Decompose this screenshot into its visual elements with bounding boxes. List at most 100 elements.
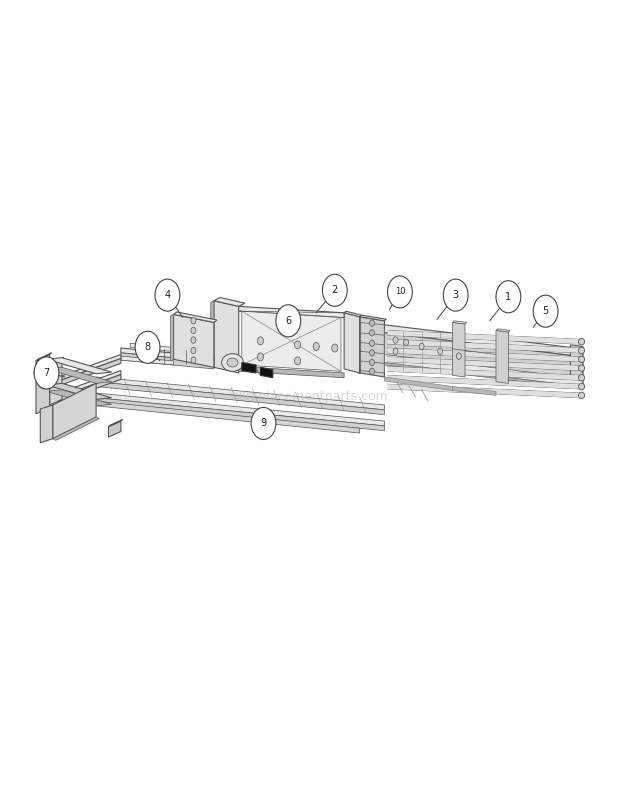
Text: 5: 5 xyxy=(542,306,549,316)
Polygon shape xyxy=(59,375,121,402)
Polygon shape xyxy=(50,358,64,365)
Polygon shape xyxy=(214,298,245,306)
Circle shape xyxy=(322,274,347,306)
Polygon shape xyxy=(344,313,360,373)
Polygon shape xyxy=(242,311,341,371)
Circle shape xyxy=(370,368,374,375)
Polygon shape xyxy=(260,367,273,378)
Polygon shape xyxy=(388,348,580,362)
Polygon shape xyxy=(96,401,360,433)
Circle shape xyxy=(37,369,43,377)
Polygon shape xyxy=(96,398,384,431)
Text: 3: 3 xyxy=(453,290,459,300)
Polygon shape xyxy=(453,321,467,324)
Polygon shape xyxy=(46,367,112,383)
Circle shape xyxy=(496,281,521,313)
Polygon shape xyxy=(496,329,510,332)
Polygon shape xyxy=(239,306,344,318)
Ellipse shape xyxy=(578,383,585,390)
Polygon shape xyxy=(121,353,214,369)
Circle shape xyxy=(533,295,558,327)
Circle shape xyxy=(456,353,461,359)
Circle shape xyxy=(191,347,196,354)
Ellipse shape xyxy=(227,358,238,367)
Polygon shape xyxy=(46,358,112,374)
Polygon shape xyxy=(53,417,99,440)
Polygon shape xyxy=(384,354,583,387)
Circle shape xyxy=(191,357,196,363)
Ellipse shape xyxy=(578,392,585,399)
Text: allreplacementparts.com: allreplacementparts.com xyxy=(232,391,388,403)
Polygon shape xyxy=(121,348,214,362)
Circle shape xyxy=(135,331,160,363)
Polygon shape xyxy=(496,330,508,383)
Polygon shape xyxy=(242,363,256,373)
Ellipse shape xyxy=(578,375,585,381)
Polygon shape xyxy=(344,311,361,317)
Polygon shape xyxy=(59,358,121,386)
Polygon shape xyxy=(388,384,580,398)
Circle shape xyxy=(370,340,374,346)
Polygon shape xyxy=(570,345,583,385)
Polygon shape xyxy=(360,315,386,321)
Circle shape xyxy=(370,350,374,356)
Circle shape xyxy=(251,407,276,439)
Circle shape xyxy=(34,365,46,381)
Ellipse shape xyxy=(222,354,243,371)
Circle shape xyxy=(393,348,398,354)
Circle shape xyxy=(443,279,468,311)
Circle shape xyxy=(276,305,301,337)
Polygon shape xyxy=(59,371,121,397)
Text: 6: 6 xyxy=(285,316,291,326)
Polygon shape xyxy=(121,356,174,365)
Polygon shape xyxy=(384,377,453,391)
Text: 8: 8 xyxy=(144,342,151,352)
Polygon shape xyxy=(453,322,465,377)
Circle shape xyxy=(332,344,338,352)
Polygon shape xyxy=(50,359,62,405)
Text: 4: 4 xyxy=(164,290,171,300)
Circle shape xyxy=(294,357,301,365)
Circle shape xyxy=(257,353,264,361)
Ellipse shape xyxy=(578,365,585,371)
Polygon shape xyxy=(96,382,384,415)
Circle shape xyxy=(438,348,443,354)
Text: 10: 10 xyxy=(395,287,405,297)
Circle shape xyxy=(294,341,301,349)
Polygon shape xyxy=(388,375,580,389)
Circle shape xyxy=(370,320,374,326)
Polygon shape xyxy=(388,367,580,380)
Polygon shape xyxy=(388,330,580,344)
Ellipse shape xyxy=(578,338,585,345)
Ellipse shape xyxy=(578,356,585,363)
Circle shape xyxy=(313,342,319,350)
Circle shape xyxy=(257,337,264,345)
Circle shape xyxy=(191,337,196,343)
Polygon shape xyxy=(384,333,583,385)
Polygon shape xyxy=(174,314,214,367)
Polygon shape xyxy=(40,405,53,443)
Ellipse shape xyxy=(39,381,48,389)
Text: 7: 7 xyxy=(43,368,50,378)
Circle shape xyxy=(404,339,409,346)
Polygon shape xyxy=(211,301,214,369)
Text: 1: 1 xyxy=(505,292,511,302)
Circle shape xyxy=(34,357,59,389)
Circle shape xyxy=(370,359,374,366)
Polygon shape xyxy=(388,357,580,371)
Polygon shape xyxy=(96,377,384,410)
Circle shape xyxy=(191,327,196,334)
Polygon shape xyxy=(358,317,360,373)
Polygon shape xyxy=(36,353,51,361)
Circle shape xyxy=(393,337,398,343)
Polygon shape xyxy=(174,312,217,322)
Circle shape xyxy=(388,276,412,308)
Polygon shape xyxy=(384,325,583,357)
Circle shape xyxy=(155,279,180,311)
Polygon shape xyxy=(108,421,121,437)
Polygon shape xyxy=(53,383,96,439)
Ellipse shape xyxy=(578,347,585,354)
Polygon shape xyxy=(96,393,384,426)
Text: 2: 2 xyxy=(332,286,338,295)
Circle shape xyxy=(419,343,424,350)
